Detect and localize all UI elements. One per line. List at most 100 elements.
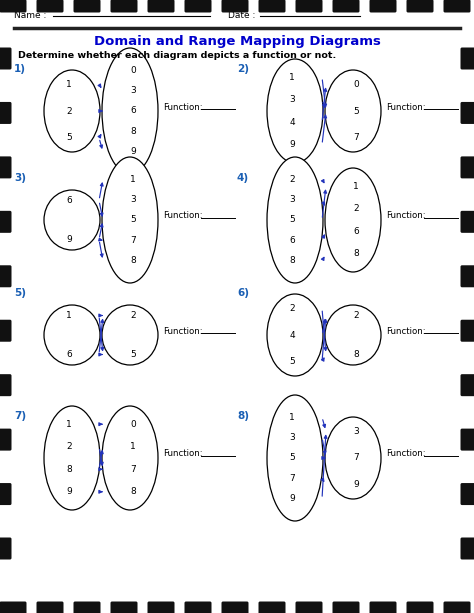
Text: 0: 0 [130,66,136,75]
FancyBboxPatch shape [147,601,174,613]
FancyBboxPatch shape [332,601,359,613]
FancyBboxPatch shape [221,601,248,613]
Text: 2): 2) [237,64,249,74]
Ellipse shape [102,48,158,174]
FancyBboxPatch shape [258,0,285,12]
Text: 3): 3) [14,173,26,183]
FancyBboxPatch shape [461,374,474,396]
Text: Date :: Date : [228,10,255,20]
FancyBboxPatch shape [407,601,434,613]
Text: 5: 5 [130,350,136,359]
FancyBboxPatch shape [147,0,174,12]
Text: 7): 7) [14,411,26,421]
Text: 6: 6 [353,227,359,236]
Text: 5): 5) [14,288,26,298]
Text: 3: 3 [130,86,136,95]
Text: 1: 1 [289,73,295,82]
FancyBboxPatch shape [73,0,100,12]
FancyBboxPatch shape [184,601,211,613]
FancyBboxPatch shape [295,0,322,12]
FancyBboxPatch shape [73,601,100,613]
Text: 1: 1 [130,175,136,183]
Text: 2: 2 [353,311,359,320]
FancyBboxPatch shape [0,483,11,505]
FancyBboxPatch shape [0,428,11,451]
Text: 7: 7 [353,454,359,462]
Ellipse shape [325,417,381,499]
Text: 3: 3 [130,195,136,204]
Text: 7: 7 [130,465,136,474]
Text: 8): 8) [237,411,249,421]
Text: 9: 9 [130,148,136,156]
FancyBboxPatch shape [0,538,11,560]
Ellipse shape [267,157,323,283]
Text: Function:: Function: [386,449,426,459]
Ellipse shape [102,157,158,283]
Text: 5: 5 [289,357,295,366]
Text: 9: 9 [289,495,295,503]
FancyBboxPatch shape [461,102,474,124]
Text: 8: 8 [289,256,295,265]
Ellipse shape [44,70,100,152]
Text: 2: 2 [353,204,359,213]
Text: 1: 1 [289,413,295,422]
FancyBboxPatch shape [0,211,11,233]
FancyBboxPatch shape [370,601,396,613]
Text: 8: 8 [66,465,72,474]
FancyBboxPatch shape [184,0,211,12]
Text: 0: 0 [130,420,136,428]
Text: 2: 2 [66,107,72,115]
Text: 3: 3 [289,195,295,204]
Text: 5: 5 [130,216,136,224]
Text: 2: 2 [130,311,136,320]
FancyBboxPatch shape [461,428,474,451]
FancyBboxPatch shape [461,538,474,560]
Text: Function:: Function: [386,327,426,335]
FancyBboxPatch shape [444,0,471,12]
Ellipse shape [102,305,158,365]
Text: 3: 3 [289,95,295,104]
FancyBboxPatch shape [444,601,471,613]
FancyBboxPatch shape [461,211,474,233]
FancyBboxPatch shape [258,601,285,613]
FancyBboxPatch shape [461,47,474,69]
FancyBboxPatch shape [370,0,396,12]
Text: Function:: Function: [163,327,202,335]
Text: 8: 8 [130,487,136,497]
Text: 7: 7 [130,236,136,245]
Text: 6: 6 [289,236,295,245]
Text: 1: 1 [66,311,72,320]
Text: 5: 5 [353,107,359,115]
FancyBboxPatch shape [0,156,11,178]
FancyBboxPatch shape [36,0,64,12]
Text: 4: 4 [289,118,295,127]
FancyBboxPatch shape [0,0,27,12]
Text: 4: 4 [289,330,295,340]
Text: 8: 8 [353,249,359,258]
Text: Function:: Function: [163,449,202,459]
Ellipse shape [267,59,323,163]
Text: 8: 8 [130,127,136,136]
Text: 1: 1 [66,420,72,428]
Text: 6: 6 [66,350,72,359]
FancyBboxPatch shape [0,102,11,124]
FancyBboxPatch shape [407,0,434,12]
Text: 6): 6) [237,288,249,298]
Ellipse shape [267,395,323,521]
Text: 5: 5 [289,454,295,462]
Text: Name :: Name : [14,10,46,20]
Ellipse shape [325,305,381,365]
Text: 9: 9 [66,487,72,497]
Ellipse shape [102,406,158,510]
Text: 1): 1) [14,64,26,74]
Text: 6: 6 [130,107,136,115]
Text: 1: 1 [66,80,72,89]
FancyBboxPatch shape [36,601,64,613]
Text: 1: 1 [130,442,136,451]
Text: Determine whether each diagram depicts a function or not.: Determine whether each diagram depicts a… [18,51,336,61]
Ellipse shape [325,70,381,152]
FancyBboxPatch shape [0,265,11,287]
Text: 1: 1 [353,181,359,191]
Ellipse shape [44,190,100,250]
Text: Function:: Function: [386,211,426,221]
